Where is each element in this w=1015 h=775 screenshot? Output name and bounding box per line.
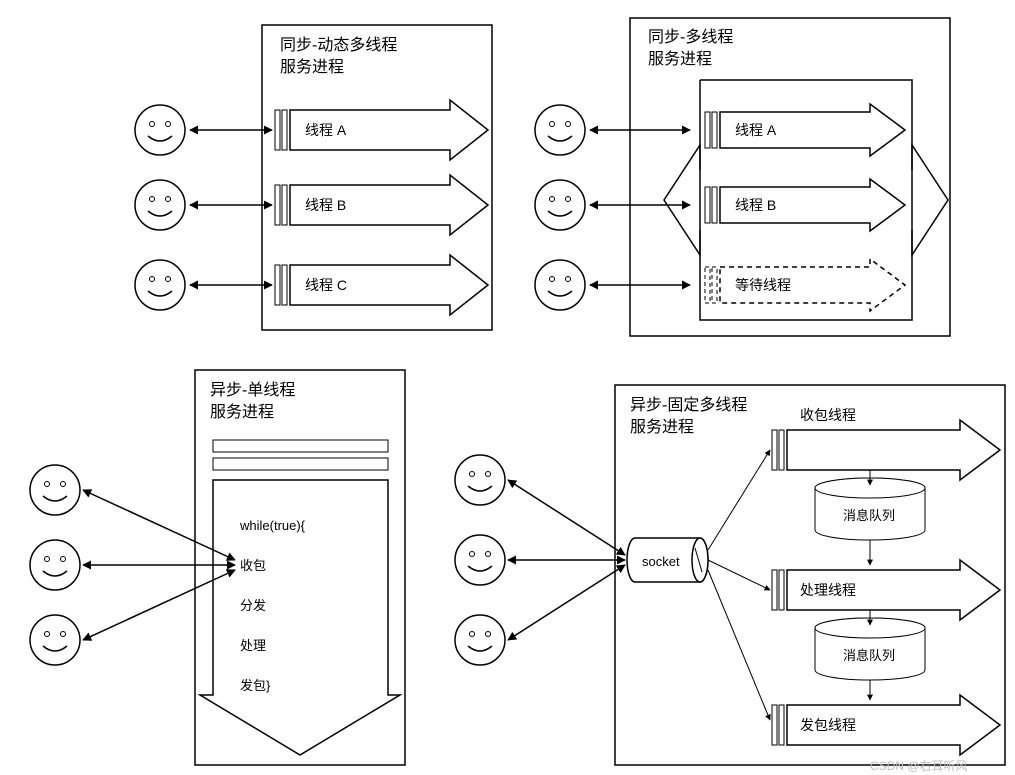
thread-arrow: 线程 A bbox=[275, 100, 488, 160]
thread-label: 线程 B bbox=[735, 197, 776, 213]
code-line: 发包} bbox=[240, 678, 271, 693]
watermark: CSDN @右耳听风 bbox=[870, 758, 968, 773]
panel4-title1: 异步-固定多线程 bbox=[630, 396, 747, 414]
panel1-title2: 服务进程 bbox=[280, 58, 344, 76]
send-thread: 发包线程 bbox=[772, 695, 1000, 755]
thread-label: 线程 C bbox=[305, 277, 347, 293]
thread-label: 线程 A bbox=[735, 122, 777, 138]
smiley bbox=[30, 615, 80, 665]
queue-label: 消息队列 bbox=[843, 648, 895, 663]
code-line: while(true){ bbox=[239, 518, 306, 533]
recv-label: 收包线程 bbox=[800, 407, 856, 423]
thread-label: 线程 A bbox=[305, 122, 347, 138]
thread-arrow: 线程 A bbox=[705, 104, 905, 156]
panel-sync-multi: 同步-多线程 服务进程 线程 A 线程 B bbox=[535, 18, 950, 336]
panel-async-fixed: 异步-固定多线程 服务进程 socket 收包线程 bbox=[455, 385, 1005, 765]
thread-arrow-dashed: 等待线程 bbox=[705, 259, 905, 311]
smiley bbox=[455, 615, 505, 665]
panel4-title2: 服务进程 bbox=[630, 418, 694, 436]
panel2-title1: 同步-多线程 bbox=[648, 28, 733, 46]
code-line: 收包 bbox=[240, 558, 266, 573]
panel1-title1: 同步-动态多线程 bbox=[280, 36, 397, 54]
msg-queue: 消息队列 bbox=[815, 478, 925, 540]
smiley bbox=[455, 535, 505, 585]
smiley bbox=[135, 105, 185, 155]
panel3-title1: 异步-单线程 bbox=[210, 381, 295, 399]
smiley bbox=[455, 455, 505, 505]
thread-arrow: 线程 B bbox=[705, 179, 905, 231]
proc-thread: 处理线程 bbox=[772, 560, 1000, 620]
architecture-diagram: 同步-动态多线程 服务进程 线程 A 线程 B 线程 C 同 bbox=[0, 0, 1015, 775]
smiley bbox=[535, 260, 585, 310]
recv-thread: 收包线程 bbox=[772, 407, 1000, 480]
panel-sync-dynamic: 同步-动态多线程 服务进程 线程 A 线程 B 线程 C bbox=[135, 25, 492, 330]
send-label: 发包线程 bbox=[800, 717, 856, 733]
queue-label: 消息队列 bbox=[843, 508, 895, 523]
thread-label: 线程 B bbox=[305, 197, 346, 213]
panel2-title2: 服务进程 bbox=[648, 50, 712, 68]
panel3-title2: 服务进程 bbox=[210, 403, 274, 421]
msg-queue: 消息队列 bbox=[815, 618, 925, 680]
thread-arrow: 线程 C bbox=[275, 255, 488, 315]
thread-arrow: 线程 B bbox=[275, 175, 488, 235]
smiley bbox=[135, 180, 185, 230]
smiley bbox=[30, 540, 80, 590]
socket-cylinder: socket bbox=[627, 538, 708, 582]
smiley bbox=[30, 465, 80, 515]
thread-label: 等待线程 bbox=[735, 277, 791, 293]
smiley bbox=[535, 105, 585, 155]
smiley bbox=[535, 180, 585, 230]
smiley bbox=[135, 260, 185, 310]
proc-label: 处理线程 bbox=[800, 582, 856, 598]
socket-label: socket bbox=[642, 554, 680, 569]
panel-async-single: 异步-单线程 服务进程 while(true){ 收包 分发 处理 发包} bbox=[30, 370, 405, 765]
code-line: 分发 bbox=[240, 598, 266, 613]
code-line: 处理 bbox=[240, 638, 266, 653]
